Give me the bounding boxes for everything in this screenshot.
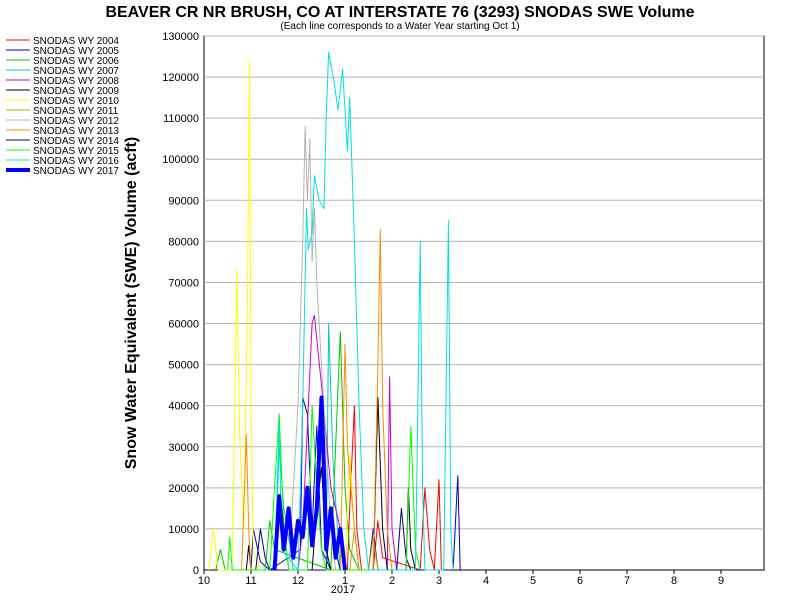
- y-tick-label: 10000: [168, 524, 199, 536]
- y-tick-label: 90000: [168, 195, 199, 207]
- y-tick-label: 130000: [162, 31, 199, 43]
- y-tick-label: 110000: [163, 113, 199, 125]
- y-tick-label: 60000: [168, 319, 199, 331]
- y-tick-label: 40000: [168, 401, 199, 413]
- legend-label: SNODAS WY 2016: [33, 156, 119, 167]
- chart-subtitle: (Each line corresponds to a Water Year s…: [280, 21, 519, 32]
- grid-lines: [204, 35, 764, 530]
- series-line: [227, 405, 421, 571]
- y-axis-ticks: 0 10000 20000 30000 40000 50000 60000 70000 8000…: [162, 31, 199, 577]
- x-tick-label: 10: [198, 575, 210, 587]
- y-tick-label: 100000: [162, 154, 199, 166]
- legend-label: SNODAS WY 2015: [33, 146, 119, 157]
- legend-label: SNODAS WY 2012: [33, 116, 119, 127]
- x-tick-label: 9: [718, 575, 724, 587]
- chart-title: BEAVER CR NR BRUSH, CO AT INTERSTATE 76 …: [105, 4, 694, 21]
- series-line: [297, 314, 398, 571]
- legend-label: SNODAS WY 2017: [33, 166, 119, 177]
- x-tick-label: 1: [342, 575, 348, 587]
- series-line: [272, 395, 347, 571]
- x-tick-label: 5: [530, 575, 536, 587]
- legend-label: SNODAS WY 2014: [33, 136, 119, 147]
- series-line: [274, 51, 454, 571]
- x-axis-ticks: 10 11 12 1 2 3 4 5 6 7 8 9: [198, 570, 724, 587]
- legend-label: SNODAS WY 2009: [33, 86, 119, 97]
- series-line: [288, 125, 337, 571]
- series-line: [241, 228, 393, 571]
- legend-label: SNODAS WY 2013: [33, 126, 119, 137]
- x-tick-label: 11: [245, 575, 256, 587]
- x-tick-label: 6: [577, 575, 583, 587]
- x-tick-label: 7: [624, 575, 630, 587]
- y-tick-label: 30000: [168, 442, 199, 454]
- y-tick-label: 50000: [168, 360, 199, 372]
- series-line: [215, 331, 360, 571]
- y-tick-label: 80000: [168, 236, 199, 248]
- y-tick-label: 120000: [162, 72, 199, 84]
- legend-label: SNODAS WY 2010: [33, 96, 119, 107]
- x-tick-label: 8: [671, 575, 677, 587]
- legend-label: SNODAS WY 2011: [33, 106, 119, 117]
- x-tick-label: 2: [389, 575, 395, 587]
- legend-label: SNODAS WY 2005: [33, 46, 119, 57]
- y-tick-label: 70000: [168, 277, 199, 289]
- x-tick-label: 12: [292, 575, 304, 587]
- legend-label: SNODAS WY 2004: [33, 36, 119, 47]
- y-tick-label: 0: [193, 565, 199, 577]
- series-line: [346, 405, 442, 571]
- series-line: [208, 60, 360, 571]
- plot-area: [203, 35, 765, 571]
- y-tick-label: 20000: [168, 483, 199, 495]
- x-tick-label: 4: [483, 575, 489, 587]
- legend-label: SNODAS WY 2008: [33, 76, 119, 87]
- legend-label: SNODAS WY 2007: [33, 66, 119, 77]
- x-axis-year-label: 2017: [331, 584, 355, 596]
- legend-label: SNODAS WY 2006: [33, 56, 119, 67]
- series-lines: [208, 51, 461, 571]
- x-tick-label: 3: [436, 575, 442, 587]
- y-axis-label: Snow Water Equivalent (SWE) Volume (acft…: [123, 137, 140, 469]
